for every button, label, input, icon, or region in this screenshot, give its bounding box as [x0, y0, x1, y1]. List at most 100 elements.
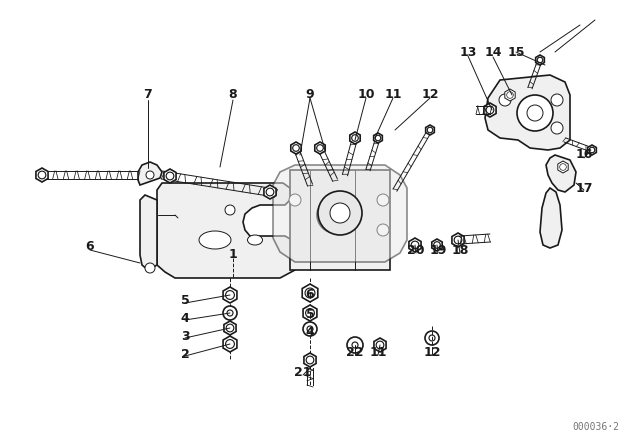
Polygon shape — [164, 169, 176, 183]
Circle shape — [377, 224, 389, 236]
Circle shape — [317, 197, 353, 233]
Circle shape — [551, 122, 563, 134]
Text: 6: 6 — [306, 289, 314, 302]
Circle shape — [411, 241, 419, 249]
Polygon shape — [315, 142, 325, 154]
Text: 10: 10 — [357, 89, 375, 102]
Polygon shape — [224, 321, 236, 335]
Text: 5: 5 — [180, 293, 189, 306]
Circle shape — [226, 324, 234, 332]
Circle shape — [551, 94, 563, 106]
Circle shape — [330, 203, 350, 223]
Text: 8: 8 — [228, 89, 237, 102]
Polygon shape — [536, 55, 545, 65]
Circle shape — [589, 147, 595, 153]
Polygon shape — [432, 239, 442, 251]
Circle shape — [376, 341, 384, 349]
Text: 5: 5 — [306, 309, 314, 322]
Circle shape — [292, 145, 300, 151]
Text: 3: 3 — [180, 329, 189, 343]
Circle shape — [377, 194, 389, 206]
Circle shape — [166, 172, 174, 180]
Polygon shape — [484, 103, 496, 117]
Circle shape — [289, 194, 301, 206]
Circle shape — [226, 340, 234, 349]
Circle shape — [303, 322, 317, 336]
Circle shape — [306, 309, 314, 317]
Circle shape — [317, 145, 323, 151]
Circle shape — [375, 135, 381, 141]
Circle shape — [434, 242, 440, 248]
Circle shape — [306, 356, 314, 364]
Text: 4: 4 — [306, 327, 314, 340]
Polygon shape — [546, 155, 576, 192]
Polygon shape — [485, 75, 570, 150]
Polygon shape — [302, 284, 318, 302]
Circle shape — [352, 342, 358, 348]
Circle shape — [225, 205, 235, 215]
Text: 1: 1 — [228, 249, 237, 262]
Polygon shape — [374, 133, 382, 143]
Circle shape — [499, 94, 511, 106]
Polygon shape — [350, 132, 360, 144]
Circle shape — [527, 105, 543, 121]
Circle shape — [38, 171, 46, 179]
Polygon shape — [223, 287, 237, 303]
Ellipse shape — [199, 231, 231, 249]
Circle shape — [223, 306, 237, 320]
Polygon shape — [540, 188, 562, 248]
Circle shape — [428, 127, 433, 133]
Polygon shape — [36, 168, 48, 182]
Text: 21: 21 — [294, 366, 312, 379]
Text: 15: 15 — [508, 46, 525, 59]
Text: 4: 4 — [180, 311, 189, 324]
Text: 12: 12 — [421, 89, 439, 102]
Circle shape — [327, 207, 343, 223]
Text: 16: 16 — [575, 148, 593, 161]
Circle shape — [560, 164, 566, 170]
Polygon shape — [140, 195, 157, 270]
Circle shape — [454, 236, 462, 244]
Text: 17: 17 — [575, 181, 593, 194]
Ellipse shape — [248, 235, 262, 245]
Circle shape — [145, 263, 155, 273]
Polygon shape — [303, 305, 317, 321]
Polygon shape — [588, 145, 596, 155]
Polygon shape — [304, 353, 316, 367]
Circle shape — [226, 291, 234, 299]
Polygon shape — [452, 233, 464, 247]
Polygon shape — [374, 338, 386, 352]
Polygon shape — [409, 238, 421, 252]
Text: 2: 2 — [180, 348, 189, 361]
Polygon shape — [558, 161, 568, 173]
Circle shape — [429, 335, 435, 341]
Circle shape — [352, 135, 358, 141]
Circle shape — [486, 106, 494, 114]
Text: 11: 11 — [384, 89, 402, 102]
Circle shape — [347, 337, 363, 353]
Text: 000036·2: 000036·2 — [573, 422, 620, 432]
Polygon shape — [505, 89, 515, 101]
Circle shape — [146, 171, 154, 179]
Circle shape — [318, 191, 362, 235]
Polygon shape — [426, 125, 435, 135]
Text: 12: 12 — [423, 345, 441, 358]
Circle shape — [305, 288, 315, 298]
Circle shape — [227, 310, 233, 316]
Text: 18: 18 — [451, 244, 468, 257]
Polygon shape — [157, 183, 300, 278]
Circle shape — [307, 326, 313, 332]
Text: 7: 7 — [143, 89, 152, 102]
Circle shape — [537, 57, 543, 63]
Text: 14: 14 — [484, 46, 502, 59]
Polygon shape — [138, 162, 162, 185]
Polygon shape — [273, 165, 407, 262]
Circle shape — [425, 331, 439, 345]
Polygon shape — [223, 336, 237, 352]
Text: 19: 19 — [429, 244, 447, 257]
Text: 20: 20 — [407, 244, 425, 257]
Polygon shape — [290, 170, 390, 270]
Circle shape — [266, 188, 274, 196]
Polygon shape — [291, 142, 301, 154]
Circle shape — [507, 92, 513, 98]
